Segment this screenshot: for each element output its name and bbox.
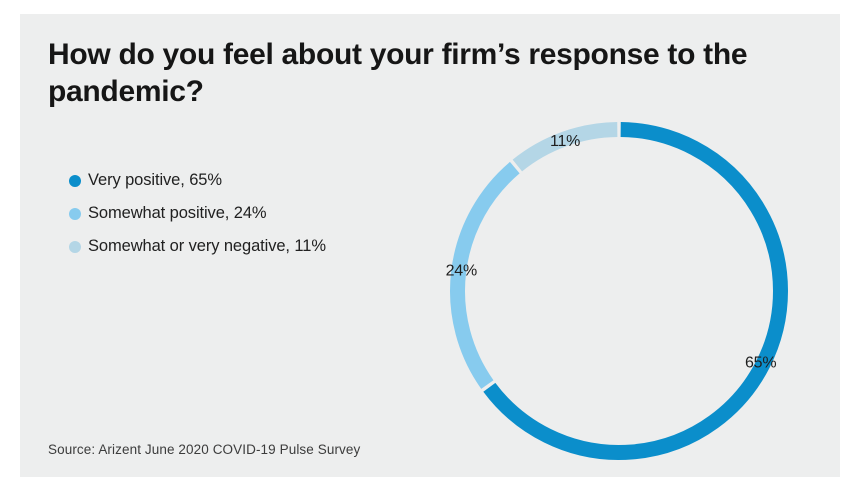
legend-dot-icon [69,240,81,253]
slice-label: 11% [550,133,580,150]
legend-item-somewhat-positive: Somewhat positive, 24% [69,197,326,230]
legend: Very positive, 65% Somewhat positive, 24… [69,164,326,263]
chart-title: How do you feel about your firm’s respon… [48,38,748,108]
chart-card: How do you feel about your firm’s respon… [20,14,840,477]
donut-chart: 65% 24% 11% [446,122,788,460]
legend-dot-icon [69,207,81,220]
legend-item-very-positive: Very positive, 65% [69,164,326,197]
donut-segment-somewhat-positive [450,161,520,389]
legend-label: Very positive, 65% [88,171,222,189]
legend-item-somewhat-or-very-negative: Somewhat or very negative, 11% [69,230,326,263]
slice-label: 65% [745,355,776,372]
donut-segment-somewhat-or-very-negative [512,122,618,172]
slice-label: 24% [446,263,477,280]
source-note: Source: Arizent June 2020 COVID-19 Pulse… [48,442,361,457]
legend-label: Somewhat positive, 24% [88,204,267,222]
donut-segment-very-positive [483,122,788,460]
legend-label: Somewhat or very negative, 11% [88,237,326,255]
legend-dot-icon [69,174,81,187]
